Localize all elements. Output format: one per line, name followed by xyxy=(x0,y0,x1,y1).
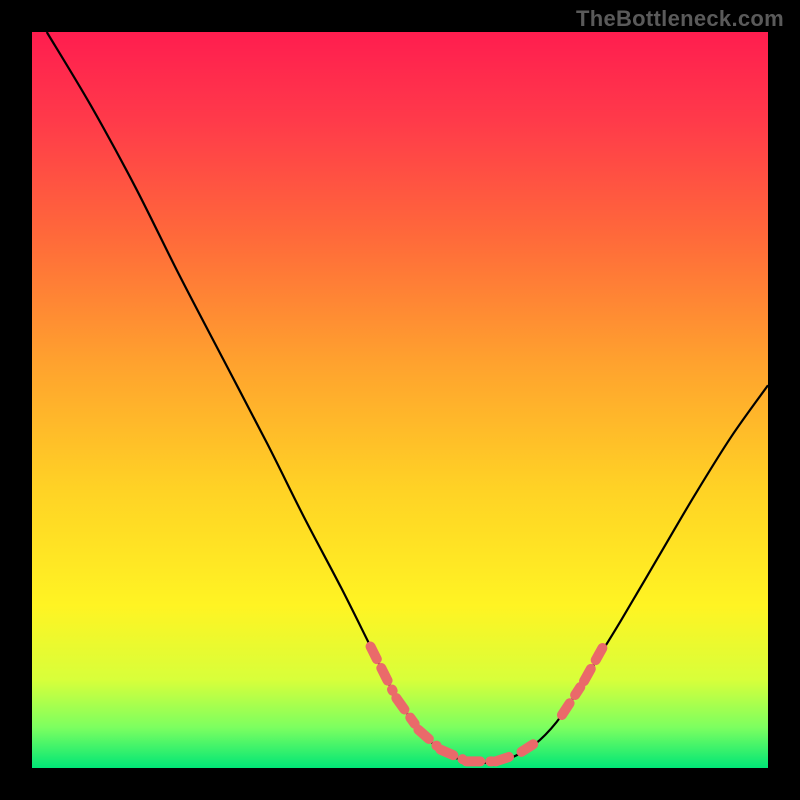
plot-area xyxy=(32,32,768,768)
chart-svg xyxy=(0,0,800,800)
chart-stage: TheBottleneck.com xyxy=(0,0,800,800)
watermark-text: TheBottleneck.com xyxy=(576,6,784,32)
